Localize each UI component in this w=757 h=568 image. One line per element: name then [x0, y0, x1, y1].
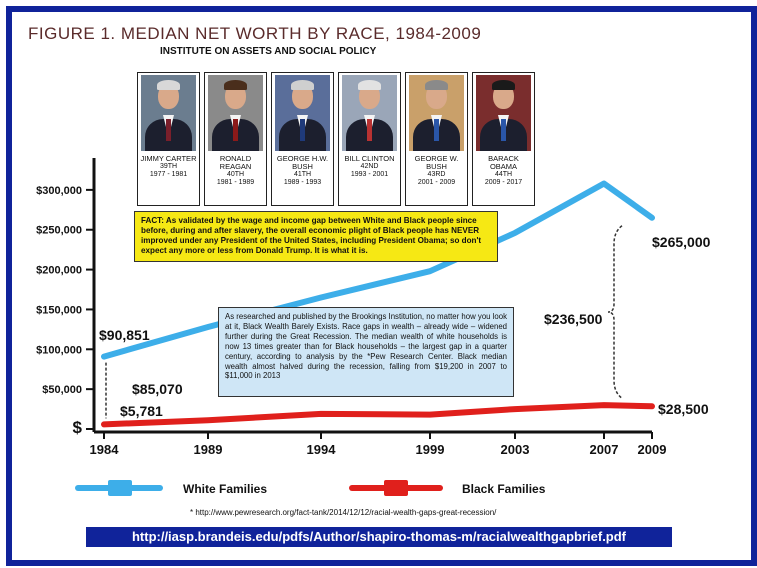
annotation-gap-end: $236,500 — [544, 311, 603, 327]
figure-subtitle: INSTITUTE ON ASSETS AND SOCIAL POLICY — [160, 46, 377, 57]
president-name: JIMMY CARTER — [140, 154, 197, 163]
president-number: 44TH — [494, 171, 513, 178]
president-number: 43RD — [427, 171, 446, 178]
y-tick-label: $300,000 — [36, 185, 82, 197]
president-number: 41TH — [293, 171, 312, 178]
president-years: 1989 - 1993 — [283, 179, 322, 186]
annotation-gap-start: $85,070 — [132, 381, 183, 397]
president-photo — [409, 75, 464, 151]
annotation-black-start: $5,781 — [120, 403, 163, 419]
y-tick-label: $100,000 — [36, 344, 82, 356]
x-tick-label: 1994 — [307, 442, 337, 457]
president-number: 40TH — [226, 171, 245, 178]
president-number: 42ND — [360, 163, 379, 170]
footnote: * http://www.pewresearch.org/fact-tank/2… — [190, 508, 497, 517]
president-card: BARACK OBAMA 44TH 2009 - 2017 — [472, 72, 535, 206]
president-caption: BILL CLINTON 42ND 1993 - 2001 — [339, 155, 400, 179]
y-tick-label: $250,000 — [36, 225, 82, 237]
president-name: GEORGE W. BUSH — [414, 154, 459, 171]
president-years: 2009 - 2017 — [484, 179, 523, 186]
president-caption: GEORGE H.W. BUSH 41TH 1989 - 1993 — [272, 155, 333, 187]
fact-lead: FACT: — [141, 216, 164, 225]
president-caption: RONALD REAGAN 40TH 1981 - 1989 — [205, 155, 266, 187]
president-name: RONALD REAGAN — [219, 154, 252, 171]
president-caption: BARACK OBAMA 44TH 2009 - 2017 — [473, 155, 534, 187]
legend-label-white: White Families — [183, 482, 268, 496]
president-photo — [208, 75, 263, 151]
president-name: GEORGE H.W. BUSH — [276, 154, 329, 171]
x-tick-label: 2007 — [590, 442, 619, 457]
president-name: BILL CLINTON — [344, 154, 395, 163]
series-line-white — [101, 180, 655, 360]
fact-text: As validated by the wage and income gap … — [141, 216, 482, 255]
president-number: 39TH — [159, 163, 178, 170]
series-line-black — [101, 402, 655, 428]
gap-end-brace — [607, 225, 623, 399]
president-years: 2001 - 2009 — [417, 179, 456, 186]
source-url[interactable]: http://iasp.brandeis.edu/pdfs/Author/sha… — [86, 527, 672, 547]
president-card: GEORGE H.W. BUSH 41TH 1989 - 1993 — [271, 72, 334, 206]
figure-title: FIGURE 1. MEDIAN NET WORTH BY RACE, 1984… — [28, 24, 482, 43]
x-tick-label: 1989 — [194, 442, 223, 457]
president-caption: GEORGE W. BUSH 43RD 2001 - 2009 — [406, 155, 467, 187]
president-caption: JIMMY CARTER 39TH 1977 - 1981 — [138, 155, 199, 179]
y-tick-label: $150,000 — [36, 304, 82, 316]
x-tick-label: 1999 — [416, 442, 445, 457]
president-card: BILL CLINTON 42ND 1993 - 2001 — [338, 72, 401, 206]
president-photo — [141, 75, 196, 151]
annotation-black-end: $28,500 — [658, 401, 709, 417]
fact-tail: It is what it is. — [312, 246, 368, 255]
president-years: 1977 - 1981 — [149, 171, 188, 178]
fact-box: FACT: As validated by the wage and incom… — [134, 211, 498, 262]
president-years: 1993 - 2001 — [350, 171, 389, 178]
annotation-white-end: $265,000 — [652, 234, 711, 250]
legend-marker-white — [108, 480, 132, 496]
president-card: GEORGE W. BUSH 43RD 2001 - 2009 — [405, 72, 468, 206]
y-tick-label: $200,000 — [36, 265, 82, 277]
legend-marker-black — [384, 480, 408, 496]
president-photo — [342, 75, 397, 151]
president-card: JIMMY CARTER 39TH 1977 - 1981 — [137, 72, 200, 206]
x-tick-label: 2009 — [638, 442, 667, 457]
x-tick-label: 1984 — [90, 442, 120, 457]
brookings-text: As researched and published by the Brook… — [225, 312, 507, 381]
y-tick-label: $ — [73, 418, 83, 437]
y-tick-label: $50,000 — [42, 384, 82, 396]
brookings-box: As researched and published by the Brook… — [218, 307, 514, 397]
annotation-white-start: $90,851 — [99, 327, 150, 343]
president-photo — [476, 75, 531, 151]
president-name: BARACK OBAMA — [488, 154, 519, 171]
president-card: RONALD REAGAN 40TH 1981 - 1989 — [204, 72, 267, 206]
x-tick-label: 2003 — [501, 442, 530, 457]
president-photo — [275, 75, 330, 151]
president-years: 1981 - 1989 — [216, 179, 255, 186]
legend-label-black: Black Families — [462, 482, 546, 496]
